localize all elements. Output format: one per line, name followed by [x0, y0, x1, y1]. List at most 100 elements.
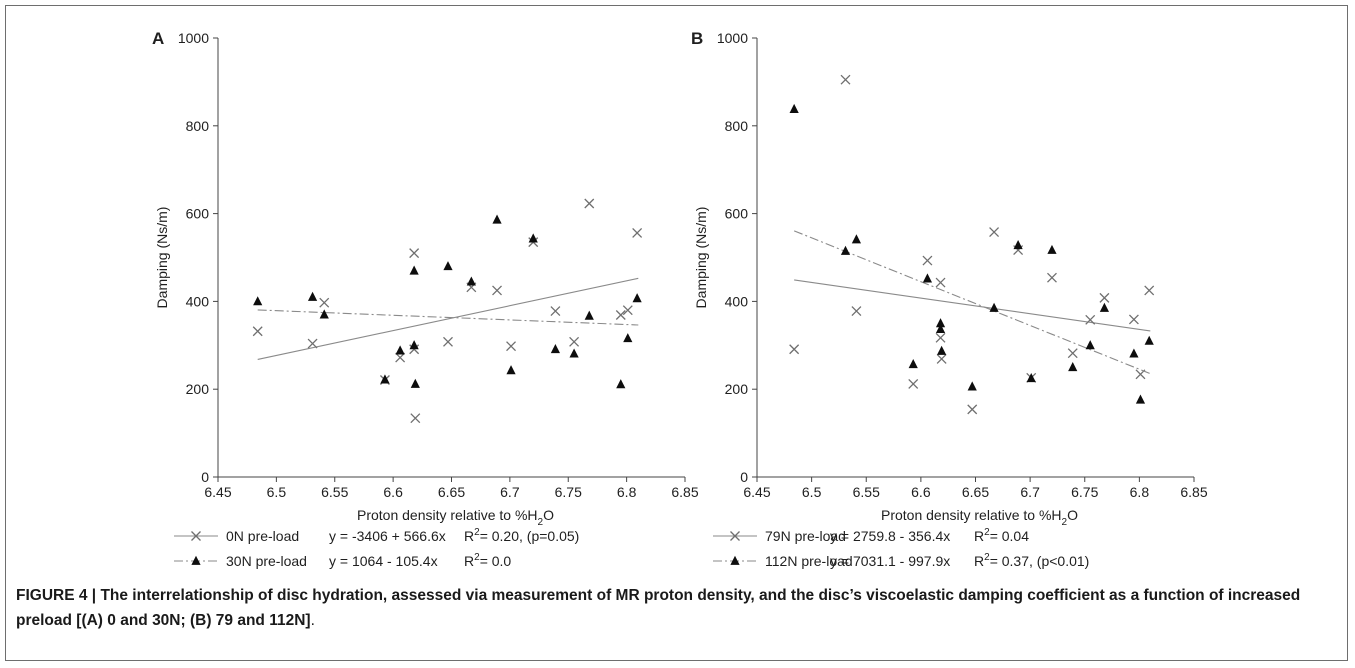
triangle-point: [1068, 362, 1078, 372]
y-axis-label: Damping (Ns/m): [693, 207, 709, 309]
triangle-point: [616, 379, 626, 389]
r-squared-superscript: 2: [474, 527, 480, 538]
triangle-point: [937, 345, 947, 355]
triangle-point: [935, 318, 946, 328]
x-tick-label: 6.7: [1020, 484, 1040, 500]
x-tick-label: 6.45: [204, 484, 231, 500]
triangle-point: [989, 302, 999, 312]
r-squared-value: = 0.0: [480, 553, 512, 569]
chart-panel-a: 0 200 400 600 800 1000 6.45 6.5 6.55 6.6 6.65 6.7 6.…: [152, 29, 699, 569]
triangle-point: [851, 234, 862, 244]
cross-point: [319, 297, 330, 308]
cross-point: [1099, 292, 1110, 303]
r-squared-superscript: 2: [474, 552, 480, 563]
cross-point: [584, 198, 595, 209]
cross-point: [550, 306, 561, 317]
y-tick-label: 600: [186, 206, 210, 222]
cross-point: [492, 285, 502, 296]
legend-series-name: 0N pre-load: [226, 528, 299, 544]
triangle-point: [492, 214, 502, 224]
x-tick-label: 6.6: [383, 484, 403, 500]
r-squared-label: R: [464, 553, 474, 569]
panel-label: A: [152, 29, 164, 48]
triangle-point: [1144, 335, 1154, 345]
cross-point: [410, 413, 421, 424]
cross-point: [935, 332, 946, 343]
legend-triangle-marker: [730, 555, 740, 565]
x-tick-label: 6.5: [267, 484, 287, 500]
x-axis-label-sub: 2: [538, 517, 544, 528]
legend-equation: y = 7031.1 - 997.9x: [830, 553, 950, 569]
x-tick-label: 6.75: [555, 484, 582, 500]
triangle-point: [1135, 394, 1146, 404]
cross-point: [1128, 314, 1139, 325]
cross-point: [989, 227, 1000, 237]
triangle-point: [380, 374, 390, 384]
cross-point: [840, 74, 851, 85]
triangle-point: [935, 323, 946, 333]
triangle-point: [410, 378, 420, 388]
fit-line-solid: [257, 277, 639, 360]
r-squared-label: R: [974, 553, 984, 569]
triangle-point: [1047, 244, 1057, 254]
legend-r-squared: R2= 0.37, (p<0.01): [974, 552, 1089, 569]
cross-point: [632, 227, 643, 238]
caption-end: .: [310, 612, 315, 629]
triangle-point: [584, 310, 594, 320]
triangle-point: [1099, 302, 1110, 312]
cross-point: [252, 326, 263, 337]
r-squared-superscript: 2: [984, 552, 990, 563]
triangle-point: [409, 340, 419, 350]
triangle-point: [632, 293, 642, 303]
x-tick-label: 6.85: [1180, 484, 1207, 500]
cross-point: [789, 344, 800, 355]
legend-equation: y = 2759.8 - 356.4x: [830, 528, 950, 544]
triangle-point: [1026, 373, 1036, 383]
legend-series-name: 79N pre-load: [765, 528, 846, 544]
y-axis-label: Damping (Ns/m): [154, 207, 170, 309]
r-squared-label: R: [974, 528, 984, 544]
x-tick-label: 6.8: [1130, 484, 1150, 500]
chart-panel-b: 0 200 400 600 800 1000 6.45 6.5 6.55 6.6 6.65 6.7 6.…: [691, 29, 1208, 569]
x-axis-label-sub: 2: [1062, 517, 1068, 528]
triangle-point: [840, 245, 851, 255]
y-tick-label: 1000: [717, 30, 748, 46]
y-tick-label: 200: [186, 381, 210, 397]
triangle-point: [623, 333, 633, 343]
cross-point: [443, 336, 453, 347]
triangle-point: [967, 381, 977, 391]
panel-label: B: [691, 29, 703, 48]
cross-point: [615, 310, 626, 320]
legend-r-squared: R2= 0.20, (p=0.05): [464, 527, 579, 544]
legend-r-squared: R2= 0.04: [974, 527, 1029, 544]
y-tick-label: 400: [186, 293, 210, 309]
fit-line-dashdot: [257, 309, 639, 326]
cross-point: [936, 353, 947, 364]
x-tick-label: 6.7: [500, 484, 520, 500]
x-axis-label: Proton density relative to %H2O: [881, 507, 1078, 528]
cross-point: [935, 277, 946, 288]
legend-triangle-marker: [191, 555, 201, 565]
triangle-point: [1129, 348, 1139, 358]
r-squared-superscript: 2: [984, 527, 990, 538]
legend-equation: y = -3406 + 566.6x: [329, 528, 446, 544]
x-axis-label-main: Proton density relative to %H: [881, 507, 1062, 523]
caption-prefix: FIGURE 4 |: [16, 587, 101, 604]
r-squared-value: = 0.04: [990, 528, 1030, 544]
triangle-point: [528, 233, 538, 243]
legend-entry: 0N pre-load y = -3406 + 566.6x R2= 0.20, (…: [174, 527, 579, 544]
cross-point: [908, 378, 919, 389]
x-axis-label: Proton density relative to %H2O: [357, 507, 554, 528]
triangle-point: [550, 344, 561, 354]
x-tick-label: 6.85: [671, 484, 698, 500]
legend-series-name: 112N pre-load: [765, 553, 853, 569]
triangle-point: [319, 309, 329, 319]
cross-point: [1085, 314, 1096, 325]
y-tick-label: 0: [201, 469, 209, 485]
cross-point: [307, 338, 318, 349]
triangle-point: [409, 265, 419, 275]
fit-line-solid: [794, 279, 1151, 332]
r-squared-label: R: [464, 528, 474, 544]
legend-r-squared: R2= 0.0: [464, 552, 511, 569]
